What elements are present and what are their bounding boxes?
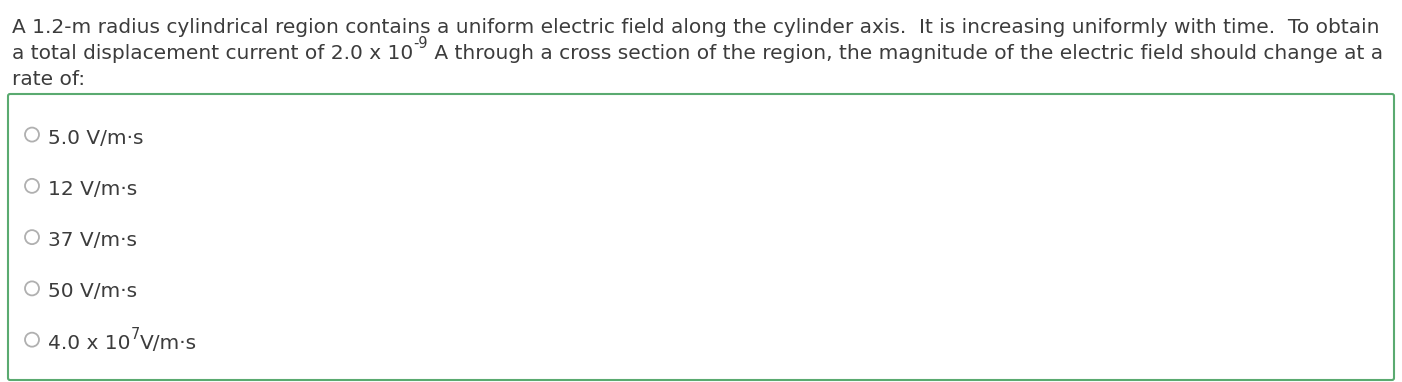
Text: A 1.2-m radius cylindrical region contains a uniform electric field along the cy: A 1.2-m radius cylindrical region contai… (13, 18, 1380, 37)
Circle shape (25, 282, 39, 295)
Text: rate of:: rate of: (13, 70, 86, 89)
Text: A through a cross section of the region, the magnitude of the electric field sho: A through a cross section of the region,… (428, 44, 1382, 63)
Text: 37 V/m·s: 37 V/m·s (48, 231, 137, 250)
Circle shape (25, 128, 39, 142)
Text: 50 V/m·s: 50 V/m·s (48, 282, 137, 301)
Circle shape (25, 333, 39, 347)
Text: -9: -9 (414, 36, 428, 51)
Circle shape (25, 230, 39, 244)
Circle shape (25, 179, 39, 193)
Text: a total displacement current of 2.0 x 10: a total displacement current of 2.0 x 10 (13, 44, 414, 63)
Text: 7: 7 (130, 327, 140, 342)
Text: 4.0 x 10: 4.0 x 10 (48, 333, 130, 353)
Text: 5.0 V/m·s: 5.0 V/m·s (48, 129, 143, 147)
Text: V/m·s: V/m·s (140, 333, 196, 353)
Text: 12 V/m·s: 12 V/m·s (48, 180, 137, 199)
FancyBboxPatch shape (8, 94, 1394, 380)
